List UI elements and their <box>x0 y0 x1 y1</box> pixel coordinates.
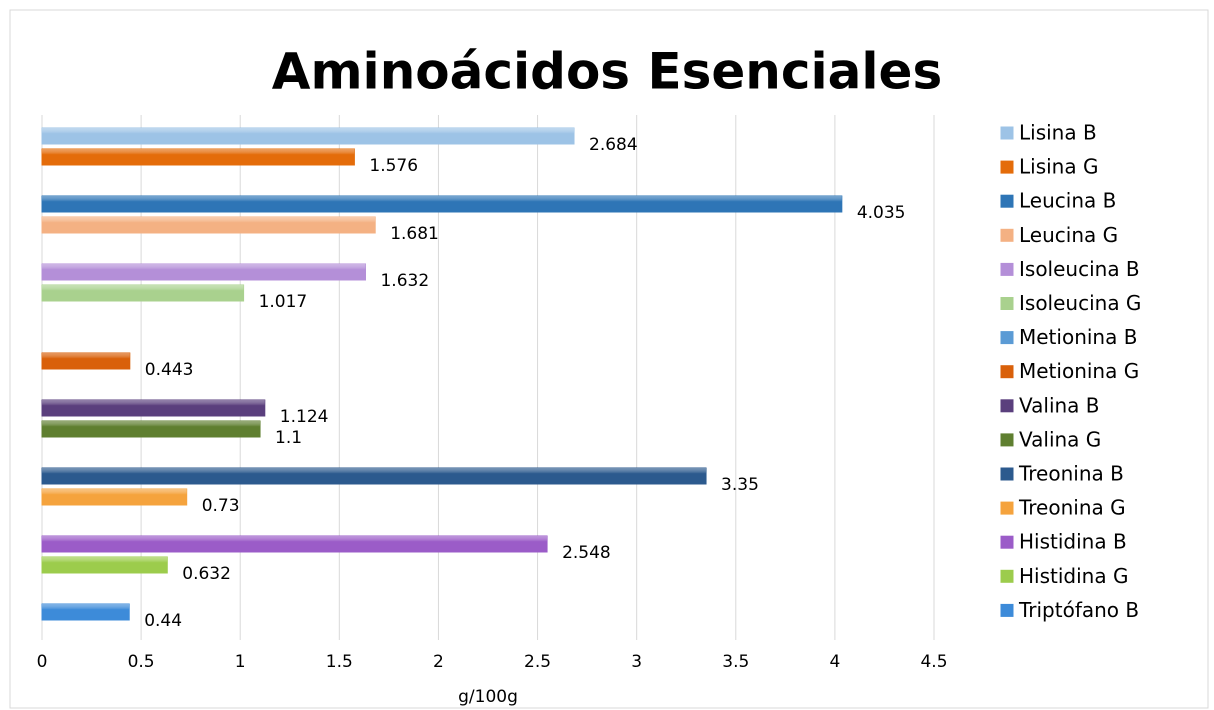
value-label: 1.017 <box>259 292 308 312</box>
legend-label: Treonina G <box>1018 496 1126 520</box>
x-axis-label: g/100g <box>458 687 518 707</box>
bar-highlight <box>42 353 130 369</box>
x-tick-label: 4 <box>829 652 840 672</box>
legend-swatch <box>999 296 1015 311</box>
x-tick-label: 0 <box>37 652 48 672</box>
legend-swatch <box>999 466 1015 482</box>
bar-highlight <box>42 128 575 144</box>
bar-highlight <box>42 285 244 301</box>
chart-title: Aminoácidos Esenciales <box>272 43 942 101</box>
legend-swatch <box>999 364 1015 380</box>
legend-label: Metionina B <box>1019 325 1137 349</box>
value-label: 4.035 <box>857 203 906 223</box>
x-tick-label: 4.5 <box>920 652 947 672</box>
legend-label: Histidina G <box>1019 564 1128 588</box>
value-label: 2.684 <box>589 135 638 155</box>
value-label: 0.44 <box>144 611 182 631</box>
value-label: 0.632 <box>182 564 231 584</box>
bar-highlight <box>42 196 842 212</box>
value-label: 0.443 <box>145 360 194 380</box>
bar-highlight <box>42 149 355 165</box>
legend-label: Histidina B <box>1019 530 1127 554</box>
value-label: 3.35 <box>721 475 759 495</box>
bar-highlight <box>42 468 707 484</box>
bar-highlight <box>42 536 548 552</box>
bar-highlight <box>42 217 376 233</box>
bar-highlight <box>42 400 265 416</box>
legend-label: Treonina B <box>1018 462 1124 486</box>
legend-label: Lisina B <box>1019 121 1097 145</box>
legend-swatch <box>999 568 1015 584</box>
x-tick-label: 3 <box>631 652 642 672</box>
value-label: 1.124 <box>280 407 329 427</box>
value-label: 0.73 <box>202 496 240 516</box>
x-tick-label: 2 <box>433 652 444 672</box>
legend-swatch <box>999 159 1015 175</box>
x-tick-label: 1 <box>235 652 246 672</box>
value-label: 1.681 <box>390 224 439 244</box>
legend-label: Metionina G <box>1019 359 1139 383</box>
legend-label: Isoleucina B <box>1019 257 1140 281</box>
x-tick-label: 1.5 <box>326 652 353 672</box>
bar-highlight <box>42 489 187 505</box>
x-tick-label: 2.5 <box>524 652 551 672</box>
legend-swatch <box>999 125 1015 141</box>
x-tick-label: 3.5 <box>722 652 749 672</box>
x-tick-label: 0.5 <box>128 652 155 672</box>
value-label: 2.548 <box>562 543 611 563</box>
value-label: 1.632 <box>380 271 429 291</box>
legend-label: Isoleucina G <box>1019 291 1141 315</box>
legend-swatch <box>999 330 1015 346</box>
legend-swatch <box>999 398 1015 414</box>
legend-swatch <box>999 193 1015 209</box>
legend-label: Valina G <box>1019 427 1101 451</box>
legend-swatch <box>999 432 1015 448</box>
bar-highlight <box>42 557 168 573</box>
legend-swatch <box>999 261 1015 277</box>
legend-label: Lisina G <box>1019 155 1098 179</box>
bar-highlight <box>42 604 130 620</box>
bar-highlight <box>42 421 261 437</box>
legend-swatch <box>999 534 1015 550</box>
bar-highlight <box>42 264 366 280</box>
legend-label: Leucina G <box>1019 223 1118 247</box>
legend-label: Triptófano B <box>1018 598 1139 622</box>
value-label: 1.1 <box>275 428 302 448</box>
legend-swatch <box>999 227 1015 243</box>
legend-label: Valina B <box>1019 393 1100 417</box>
value-label: 1.576 <box>369 156 418 176</box>
legend-swatch <box>999 602 1015 618</box>
legend-swatch <box>999 500 1015 516</box>
legend-label: Leucina B <box>1019 189 1116 213</box>
